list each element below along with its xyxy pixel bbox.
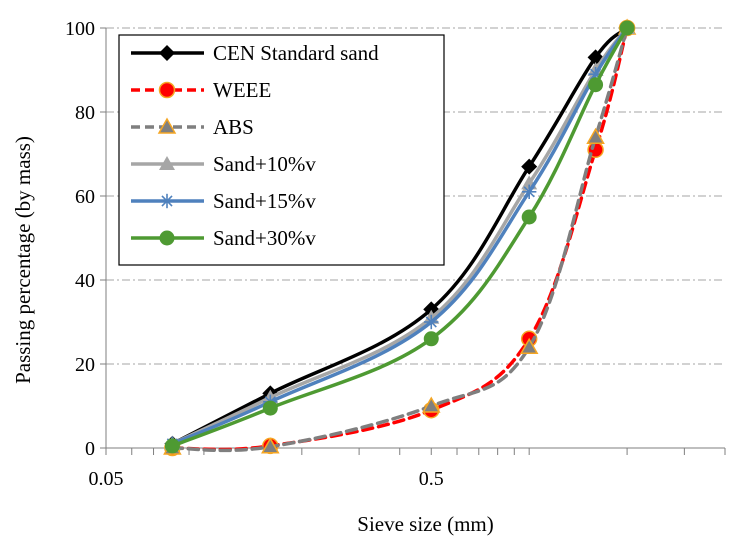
data-point: [262, 400, 278, 416]
series-sand-30-v: [164, 20, 635, 454]
y-tick-label: 60: [75, 186, 95, 208]
legend-item: Sand+15%v: [131, 189, 316, 213]
legend-item: ABS: [131, 115, 254, 139]
x-axis-title: Sieve size (mm): [357, 512, 493, 536]
legend-marker: [158, 81, 176, 99]
data-point: [261, 437, 280, 454]
data-point: [164, 438, 180, 454]
legend: CEN Standard sand WEEE ABS Sand+10%v Sand+15…: [118, 34, 445, 266]
legend-label: WEEE: [213, 78, 271, 102]
legend-item: WEEE: [131, 78, 271, 102]
legend-marker: [157, 117, 177, 134]
data-point: [521, 158, 538, 175]
series-lines: [163, 18, 637, 457]
legend-item: Sand+10%v: [131, 152, 316, 176]
x-tick-label: 0.05: [89, 468, 124, 490]
legend-item: Sand+30%v: [131, 226, 316, 250]
data-point: [421, 396, 441, 413]
axis-ticks: 0 20 40 60 80 100 0.05 0.5: [65, 18, 726, 490]
data-point: [586, 127, 605, 144]
data-point: [521, 184, 537, 199]
legend-label: ABS: [213, 115, 254, 139]
legend-marker: [159, 156, 175, 170]
legend-box: [118, 34, 445, 266]
data-point: [424, 314, 439, 330]
legend-item: CEN Standard sand: [131, 41, 379, 65]
y-tick-label: 0: [85, 438, 95, 460]
y-tick-label: 20: [75, 354, 95, 376]
data-point: [619, 20, 635, 36]
legend-label: Sand+10%v: [213, 152, 316, 176]
data-point: [521, 209, 537, 225]
legend-label: CEN Standard sand: [213, 41, 379, 65]
y-tick-label: 100: [65, 18, 95, 40]
legend-marker: [159, 193, 175, 209]
data-point: [423, 331, 439, 347]
legend-marker: [159, 230, 175, 246]
y-tick-label: 80: [75, 102, 95, 124]
legend-label: Sand+30%v: [213, 226, 316, 250]
data-point: [588, 77, 604, 93]
data-point: [519, 337, 539, 354]
x-tick-label: 0.5: [419, 468, 444, 490]
legend-marker: [159, 45, 175, 61]
y-axis-title: Passing percentage (by mass): [11, 136, 35, 384]
y-tick-label: 40: [75, 270, 95, 292]
legend-label: Sand+15%v: [213, 189, 316, 213]
